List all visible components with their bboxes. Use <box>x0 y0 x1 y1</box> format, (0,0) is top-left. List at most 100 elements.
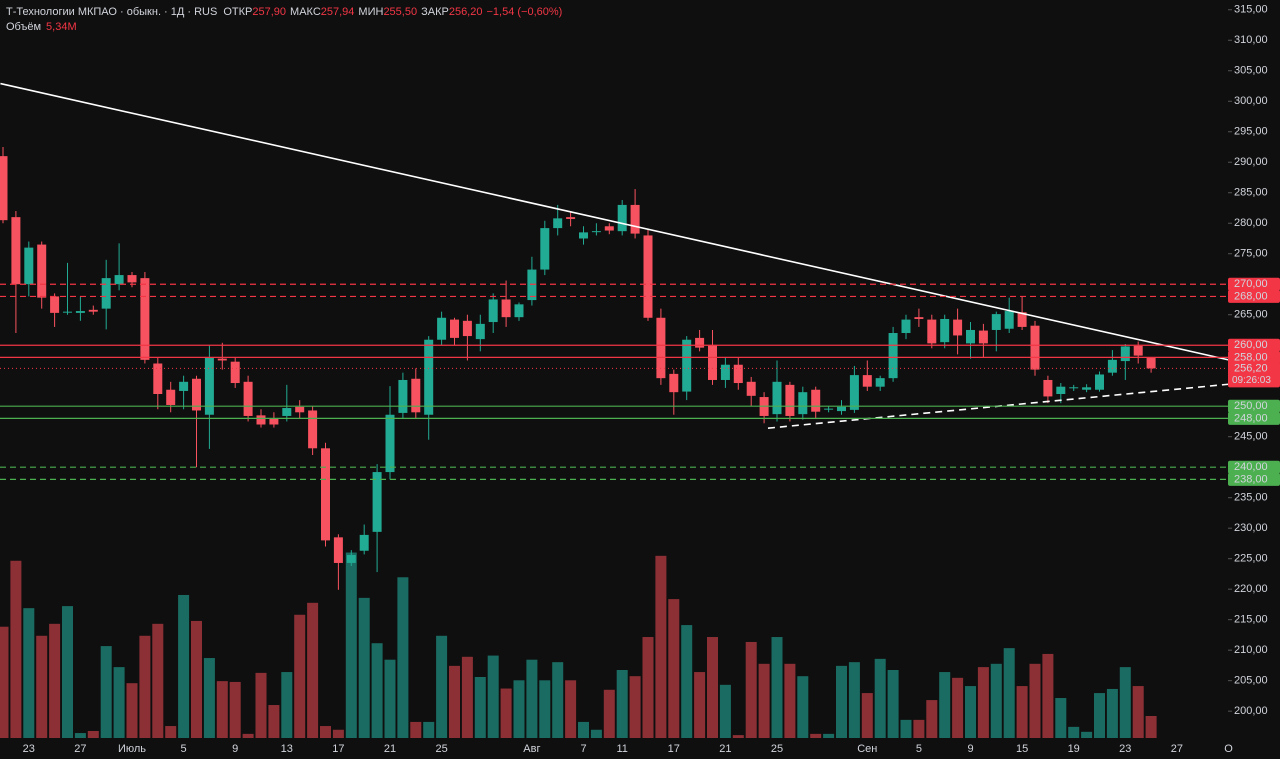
candle-body <box>385 414 395 473</box>
volume-bar <box>461 656 473 738</box>
y-tick-label: 275,00 <box>1234 248 1268 260</box>
volume-bar <box>10 560 22 738</box>
ticker: Т-Технологии МКПАО · обыкн. · 1Д · RUS <box>6 6 217 18</box>
candle-body <box>475 323 485 340</box>
candle-body <box>837 406 846 412</box>
candle-body <box>192 378 201 411</box>
y-tick-label: 315,00 <box>1234 4 1268 16</box>
low: 255,50 <box>383 6 417 18</box>
volume-bar <box>745 641 757 738</box>
volume-bar <box>681 625 693 738</box>
candle-body <box>798 392 808 415</box>
candle-body <box>346 555 356 563</box>
volume-bar <box>861 693 873 738</box>
volume-bar <box>152 623 164 738</box>
y-tick-label: 235,00 <box>1234 492 1268 504</box>
volume-bar <box>87 730 99 738</box>
volume-bar <box>139 635 151 738</box>
volume-bar <box>874 658 886 738</box>
candle-body <box>824 408 834 410</box>
volume-bar <box>1145 715 1157 738</box>
candle-body <box>462 320 472 337</box>
volume-line: Объём 5,34M <box>6 21 77 33</box>
volume-bar <box>913 719 925 738</box>
x-tick-label: 23 <box>1119 743 1131 755</box>
y-tick-label: 245,00 <box>1234 431 1268 443</box>
candle-body <box>978 330 988 344</box>
candle-body <box>540 228 550 270</box>
candle-body <box>1017 312 1027 327</box>
candle-body <box>127 275 137 283</box>
candle-body <box>75 311 85 313</box>
volume-bar <box>423 721 435 738</box>
candle-body <box>669 373 679 393</box>
candle-body <box>553 218 563 229</box>
volume-bar <box>823 733 835 738</box>
open: 257,90 <box>252 6 286 18</box>
volume-bar <box>694 672 706 738</box>
candle-body <box>682 339 692 392</box>
change: −1,54 (−0,60%) <box>486 6 562 18</box>
candle-body <box>643 235 653 318</box>
level-label: 250,00 <box>1234 400 1268 412</box>
close-name: ЗАКР <box>421 6 449 18</box>
last-price-time: 09:26:03 <box>1232 375 1271 386</box>
y-tick-label: 310,00 <box>1234 34 1268 46</box>
volume-bar <box>771 637 783 738</box>
x-tick-label: 27 <box>74 743 86 755</box>
candle-body <box>217 358 227 361</box>
volume-bar <box>616 669 628 738</box>
volume-bar <box>191 620 202 738</box>
level-label: 270,00 <box>1234 278 1268 290</box>
level-label: 260,00 <box>1234 339 1268 351</box>
candle-body <box>88 309 98 312</box>
x-tick-label: 17 <box>668 743 680 755</box>
candle-body <box>708 345 717 380</box>
candle-body <box>488 299 498 323</box>
last-price-label: 256,20 <box>1234 362 1268 374</box>
volume-bar <box>320 726 331 738</box>
candle-body <box>604 226 614 231</box>
volume-bar <box>784 663 796 738</box>
candle-body <box>204 357 214 415</box>
x-tick-label: 25 <box>771 743 783 755</box>
candle-body <box>269 418 279 425</box>
low-name: МИН <box>358 6 383 18</box>
candle-body <box>849 375 859 410</box>
candle-body <box>153 363 163 395</box>
volume-bar <box>1106 688 1118 738</box>
candle-body <box>1120 346 1130 362</box>
volume-bar <box>719 684 731 738</box>
volume-bar <box>1016 686 1028 738</box>
candle-body <box>501 299 511 318</box>
candle-body <box>114 275 124 285</box>
candle-body <box>1030 325 1040 370</box>
candle-body <box>579 232 588 239</box>
volume-bar <box>62 606 73 738</box>
volume-bar <box>1132 686 1144 738</box>
x-tick-label: О <box>1224 743 1233 755</box>
x-tick-label: 11 <box>616 743 627 755</box>
candle-body <box>359 534 369 551</box>
x-tick-label: 27 <box>1171 743 1183 755</box>
candle-body <box>450 319 459 338</box>
volume-bar <box>74 733 86 738</box>
candle-body <box>243 381 253 416</box>
candle-body <box>617 204 627 232</box>
candle-body <box>1133 345 1143 356</box>
y-tick-label: 280,00 <box>1234 217 1268 229</box>
candle-body <box>566 217 576 219</box>
candle-body <box>50 296 60 313</box>
x-tick-label: 25 <box>435 743 447 755</box>
candle-body <box>888 333 898 379</box>
candle-body <box>1004 311 1014 329</box>
volume-bar <box>952 677 964 738</box>
y-tick-label: 300,00 <box>1234 95 1268 107</box>
volume-bar <box>642 637 654 738</box>
candle-body <box>411 378 421 413</box>
y-tick-label: 230,00 <box>1234 522 1268 534</box>
volume-bar <box>165 726 177 738</box>
volume-bar <box>965 686 976 738</box>
candle-body <box>772 381 782 415</box>
